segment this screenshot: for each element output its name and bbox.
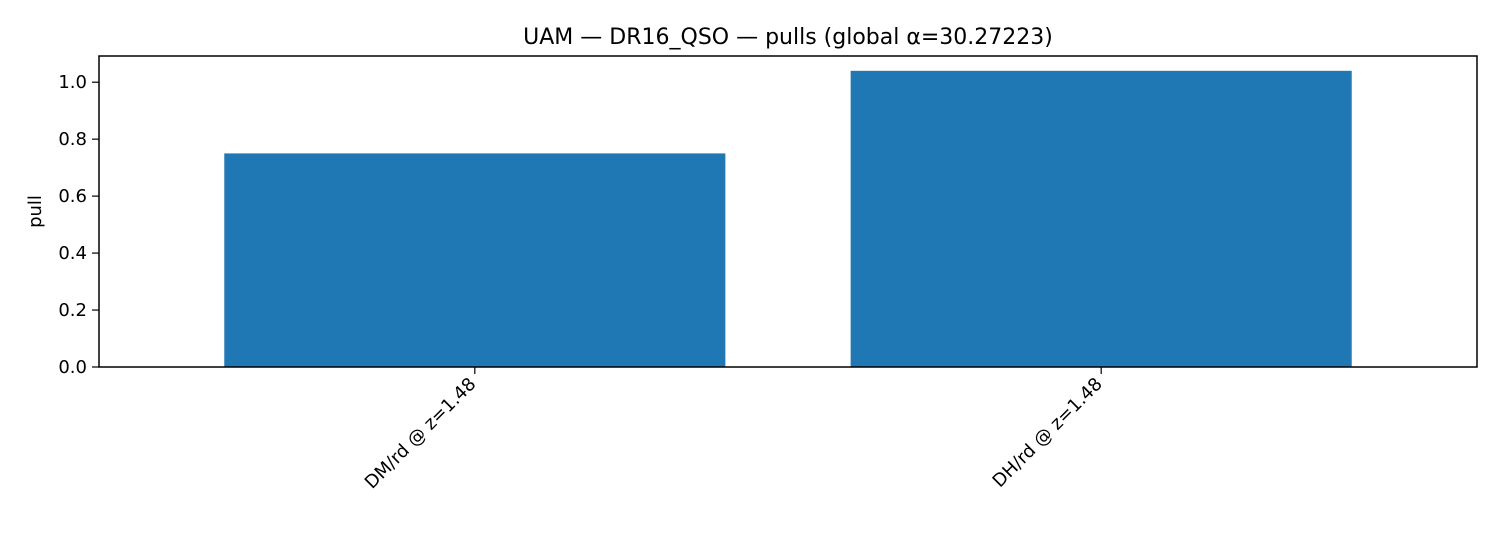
bar-1 [850,70,1352,368]
y-tick-label-2: 0.4 [58,243,87,264]
y-axis-label: pull [25,195,46,228]
y-tick-label-0: 0.0 [58,357,87,378]
bars-group [224,70,1352,368]
y-axis: 0.0 0.2 0.4 0.6 0.8 1.0 [58,72,99,378]
bar-0 [224,153,726,367]
y-tick-label-4: 0.8 [58,129,87,150]
chart-title: UAM — DR16_QSO — pulls (global α=30.2722… [523,25,1053,50]
y-tick-label-1: 0.2 [58,300,87,321]
x-tick-label-1: DH/rd @ z=1.48 [989,374,1107,492]
x-tick-label-0: DM/rd @ z=1.48 [361,374,481,494]
x-axis: DM/rd @ z=1.48 DH/rd @ z=1.48 [361,367,1107,493]
y-tick-label-3: 0.6 [58,186,87,207]
y-tick-label-5: 1.0 [58,72,87,93]
plot-frame [98,55,1478,368]
